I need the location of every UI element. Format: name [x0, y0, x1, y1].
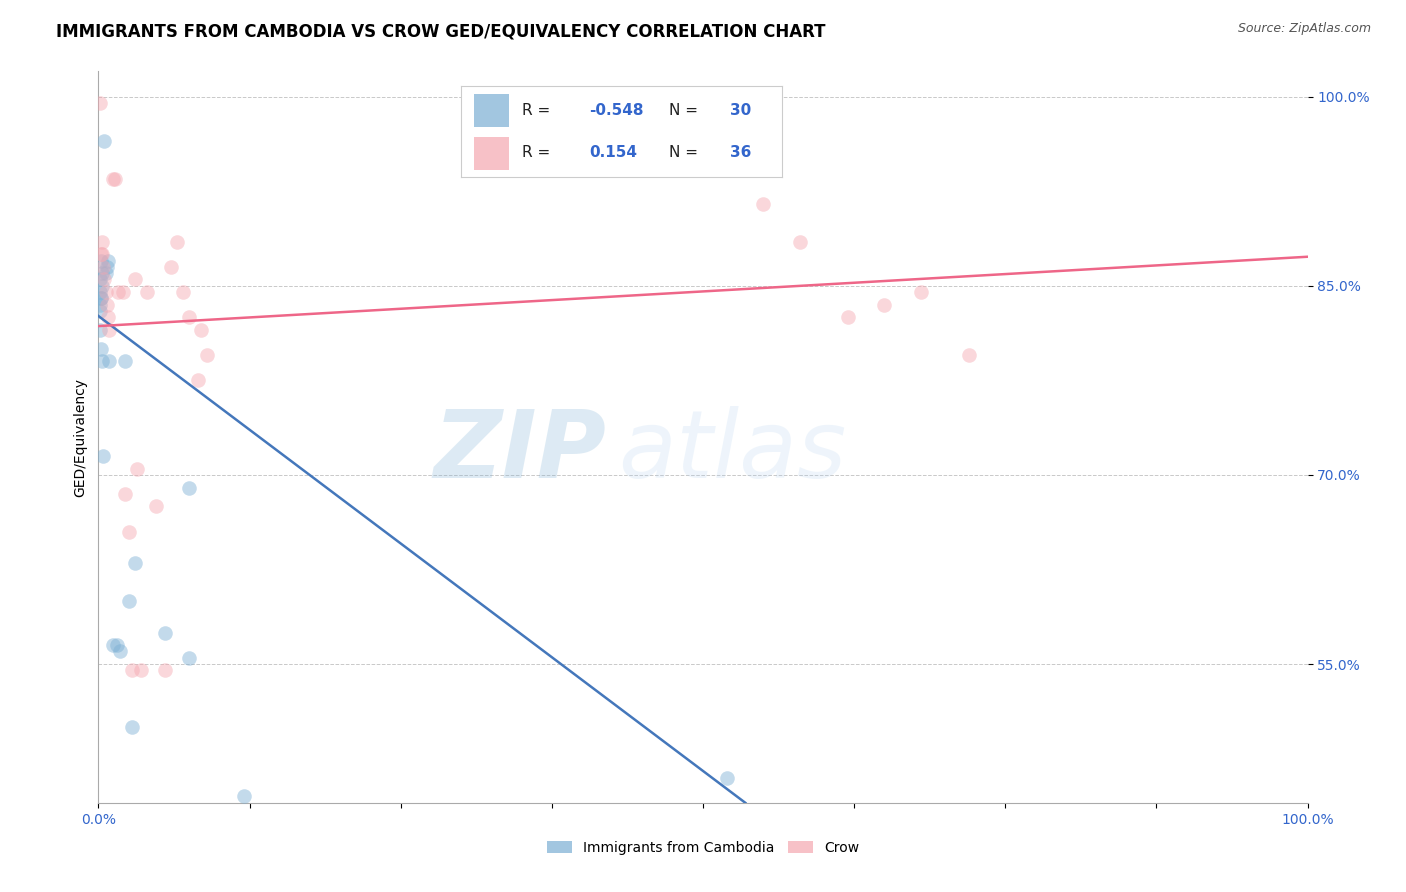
- Point: [716, 771, 738, 785]
- Point: [94, 266, 117, 280]
- Point: [89, 323, 111, 337]
- Point: [98, 354, 121, 368]
- Point: [127, 461, 149, 475]
- Point: [166, 235, 188, 249]
- Point: [121, 720, 143, 734]
- Point: [90, 291, 112, 305]
- Point: [172, 285, 194, 299]
- Text: Source: ZipAtlas.com: Source: ZipAtlas.com: [1237, 22, 1371, 36]
- Point: [124, 556, 146, 570]
- Point: [94, 285, 117, 299]
- Y-axis label: GED/Equivalency: GED/Equivalency: [73, 377, 87, 497]
- Point: [90, 247, 112, 261]
- Point: [108, 644, 131, 658]
- Point: [90, 291, 112, 305]
- Point: [121, 664, 143, 678]
- Point: [90, 253, 112, 268]
- Point: [89, 272, 111, 286]
- Point: [190, 323, 212, 337]
- Point: [105, 638, 128, 652]
- Point: [187, 373, 209, 387]
- Point: [96, 260, 118, 274]
- Point: [232, 789, 254, 804]
- Point: [114, 354, 136, 368]
- Point: [93, 134, 115, 148]
- Point: [153, 625, 176, 640]
- Point: [752, 196, 775, 211]
- Text: IMMIGRANTS FROM CAMBODIA VS CROW GED/EQUIVALENCY CORRELATION CHART: IMMIGRANTS FROM CAMBODIA VS CROW GED/EQU…: [56, 22, 825, 40]
- Point: [101, 171, 124, 186]
- Point: [135, 285, 157, 299]
- Point: [89, 95, 111, 110]
- Point: [111, 285, 134, 299]
- Legend: Immigrants from Cambodia, Crow: Immigrants from Cambodia, Crow: [540, 834, 866, 862]
- Point: [124, 272, 146, 286]
- Point: [91, 278, 114, 293]
- Point: [107, 285, 129, 299]
- Point: [145, 500, 167, 514]
- Point: [118, 594, 141, 608]
- Point: [97, 253, 120, 268]
- Point: [93, 272, 115, 286]
- Point: [89, 285, 111, 299]
- Point: [90, 342, 112, 356]
- Text: atlas: atlas: [619, 406, 846, 497]
- Point: [179, 481, 201, 495]
- Point: [96, 298, 118, 312]
- Point: [101, 638, 124, 652]
- Point: [91, 260, 114, 274]
- Point: [98, 323, 121, 337]
- Point: [195, 348, 218, 362]
- Point: [104, 171, 127, 186]
- Text: ZIP: ZIP: [433, 406, 606, 498]
- Point: [89, 298, 111, 312]
- Point: [179, 650, 201, 665]
- Point: [97, 310, 120, 325]
- Point: [118, 524, 141, 539]
- Point: [91, 354, 114, 368]
- Point: [789, 235, 811, 249]
- Point: [129, 664, 152, 678]
- Point: [153, 664, 176, 678]
- Point: [89, 304, 111, 318]
- Point: [91, 449, 114, 463]
- Point: [873, 298, 896, 312]
- Point: [114, 487, 136, 501]
- Point: [179, 310, 201, 325]
- Point: [837, 310, 859, 325]
- Point: [957, 348, 980, 362]
- Point: [91, 235, 114, 249]
- Point: [91, 247, 114, 261]
- Point: [910, 285, 932, 299]
- Point: [160, 260, 183, 274]
- Point: [91, 266, 114, 280]
